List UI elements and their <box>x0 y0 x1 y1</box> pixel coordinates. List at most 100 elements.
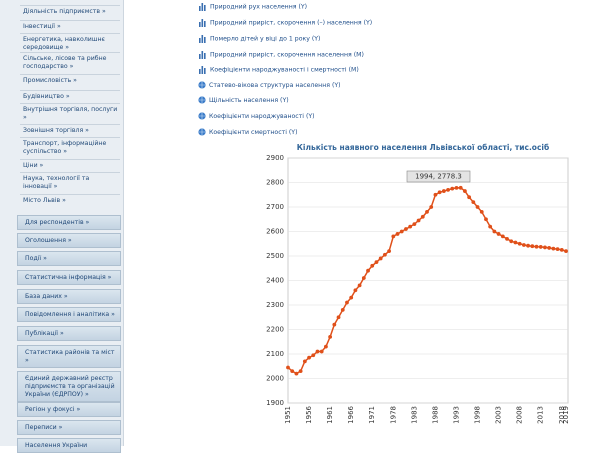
separator <box>20 33 120 34</box>
nav-button[interactable]: Регіон у фокусі » <box>17 402 121 417</box>
data-point <box>479 210 484 214</box>
data-point <box>345 300 349 305</box>
menu-item[interactable]: Діяльність підприємств » <box>23 8 106 15</box>
menu-item[interactable]: Будівництво » <box>23 93 70 100</box>
menu-item[interactable]: Сільське, лісове та рибне господарство » <box>23 55 107 70</box>
data-point <box>454 185 459 190</box>
data-point <box>399 229 404 234</box>
x-tick-label: 1998 <box>474 406 482 424</box>
data-point <box>349 295 354 300</box>
data-point <box>315 349 320 354</box>
link-text[interactable]: Природний рух населення (Y) <box>210 3 308 11</box>
separator <box>20 20 120 21</box>
data-point <box>526 243 530 248</box>
data-point <box>294 371 299 376</box>
nav-button[interactable]: Повідомлення і аналітика » <box>17 307 121 322</box>
report-link[interactable]: Природний приріст, скорочення (–) населе… <box>198 18 372 28</box>
link-text[interactable]: Природний приріст, скорочення (–) населе… <box>210 19 373 27</box>
link-text[interactable]: Коефіцієнти народжуваності (Y) <box>209 113 315 120</box>
link-text[interactable]: Коефіцієнти народжуваності і смертності … <box>210 66 359 74</box>
menu-item[interactable]: Ціни » <box>23 162 44 169</box>
y-tick-label: 2500 <box>266 252 284 260</box>
data-point <box>412 222 417 227</box>
menu-item[interactable]: Внутрішня торгівля, послуги » <box>23 106 118 121</box>
report-link[interactable]: Коефіцієнти смертності (Y) <box>198 128 298 137</box>
x-tick-label: 2013 <box>537 406 545 424</box>
y-tick-label: 2100 <box>266 350 284 358</box>
separator <box>20 74 120 75</box>
data-point <box>361 276 366 280</box>
data-point <box>471 200 476 204</box>
menu-item[interactable]: Енергетика, навколишнє середовище » <box>23 36 105 51</box>
data-point <box>500 234 505 239</box>
report-link[interactable]: Природний приріст, скорочення населення … <box>198 50 364 60</box>
report-link[interactable]: Природний рух населення (Y) <box>198 2 307 12</box>
link-text[interactable]: Померло дітей у віці до 1 року (Y) <box>210 35 321 43</box>
menu-item[interactable]: Транспорт, інформаційне суспільство » <box>23 140 107 155</box>
nav-button[interactable]: Оголошення » <box>17 233 121 248</box>
data-point <box>298 369 303 374</box>
nav-button[interactable]: База даних » <box>17 289 121 304</box>
link-text[interactable]: Щільність населення (Y) <box>209 97 289 104</box>
x-tick-label: 1956 <box>305 405 313 423</box>
report-link[interactable]: Померло дітей у віці до 1 року (Y) <box>198 34 320 44</box>
x-tick-label: 1983 <box>410 406 418 424</box>
report-link[interactable]: Статево-вікова структура населення (Y) <box>198 81 341 90</box>
link-text[interactable]: Коефіцієнти смертності (Y) <box>209 129 298 136</box>
menu-item[interactable]: Наука, технології та інновації » <box>23 175 90 190</box>
data-point <box>450 186 455 191</box>
separator <box>20 5 120 6</box>
x-tick-label: 1993 <box>452 406 460 424</box>
nav-button[interactable]: Статистика районів та міст » <box>17 345 121 368</box>
data-point <box>374 260 379 265</box>
data-point <box>370 263 375 268</box>
globe-icon <box>198 96 206 104</box>
y-tick-label: 2400 <box>266 277 284 285</box>
data-point <box>425 210 429 214</box>
data-point <box>543 245 547 250</box>
y-tick-label: 2600 <box>266 228 284 236</box>
data-point <box>391 234 396 239</box>
chart-icon <box>199 66 206 74</box>
data-point <box>513 240 518 245</box>
data-point <box>538 245 543 249</box>
link-text[interactable]: Статево-вікова структура населення (Y) <box>209 82 341 89</box>
x-tick-label: 1978 <box>389 406 397 424</box>
nav-button[interactable]: Статистична інформація » <box>17 270 121 285</box>
menu-item[interactable]: Промисловість » <box>23 77 77 84</box>
nav-button[interactable]: Єдиний державний реєстр підприємств та о… <box>17 371 121 402</box>
report-link[interactable]: Коефіцієнти народжуваності і смертності … <box>198 65 359 75</box>
data-point <box>328 334 333 339</box>
separator <box>20 137 120 138</box>
chart-title: Кількість наявного населення Львівської … <box>297 143 549 152</box>
nav-button[interactable]: Для респондентів » <box>17 215 121 230</box>
chart-icon <box>199 51 206 59</box>
data-point <box>433 192 438 197</box>
data-point <box>559 247 564 252</box>
tooltip-box <box>406 170 471 183</box>
data-point <box>496 232 501 236</box>
report-link[interactable]: Коефіцієнти народжуваності (Y) <box>198 112 315 121</box>
nav-button[interactable]: Події » <box>17 251 121 266</box>
menu-item[interactable]: Зовнішня торгівля » <box>23 127 89 134</box>
data-point <box>458 185 463 190</box>
menu-item[interactable]: Місто Львів » <box>23 197 66 204</box>
data-point <box>534 244 539 249</box>
menu-item[interactable]: Інвестиції » <box>23 23 61 30</box>
y-tick-label: 2200 <box>266 326 284 334</box>
chart-icon <box>199 19 206 27</box>
data-point <box>437 190 442 195</box>
data-point <box>290 369 295 374</box>
report-link[interactable]: Щільність населення (Y) <box>198 96 289 105</box>
link-text[interactable]: Природний приріст, скорочення населення … <box>210 51 364 59</box>
data-point <box>408 224 413 229</box>
nav-button[interactable]: Публікації » <box>17 326 121 341</box>
data-point <box>467 195 472 200</box>
separator <box>20 159 120 160</box>
nav-button[interactable]: Переписи » <box>17 420 121 435</box>
data-point <box>555 247 560 252</box>
data-point <box>564 249 568 253</box>
x-tick-label: 2018 <box>558 406 566 424</box>
x-tick-label: 1966 <box>347 405 355 423</box>
